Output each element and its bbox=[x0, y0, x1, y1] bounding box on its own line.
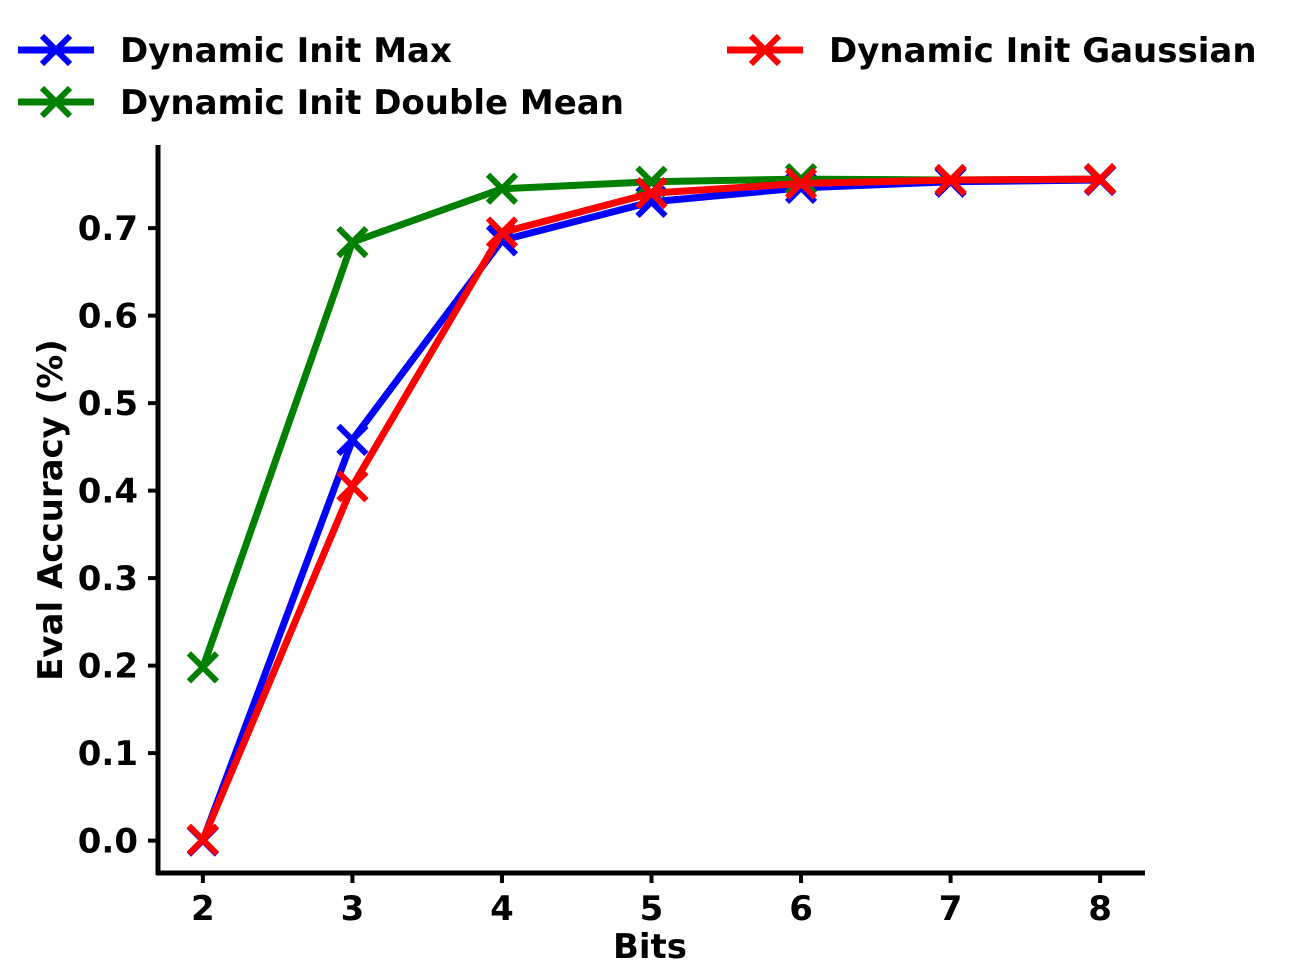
marker-stroke bbox=[336, 226, 369, 259]
data-point bbox=[934, 163, 967, 197]
marker-stroke bbox=[635, 177, 668, 210]
y-tick-label: 0.7 bbox=[78, 209, 138, 249]
marker-stroke bbox=[934, 163, 967, 197]
marker-stroke bbox=[784, 163, 818, 196]
marker-stroke bbox=[635, 165, 668, 198]
marker-stroke bbox=[186, 823, 219, 856]
legend-marker bbox=[748, 33, 782, 67]
x-tick-label: 3 bbox=[341, 889, 365, 929]
y-tick-label: 0.1 bbox=[78, 734, 138, 774]
data-point bbox=[186, 651, 219, 684]
data-point bbox=[186, 823, 219, 856]
legend-entry: Dynamic Init Double Mean bbox=[18, 83, 624, 123]
marker-stroke bbox=[336, 470, 369, 503]
legend-entry: Dynamic Init Max bbox=[18, 31, 452, 71]
data-point bbox=[485, 216, 519, 249]
marker-stroke bbox=[784, 167, 818, 200]
marker-stroke bbox=[1084, 163, 1117, 196]
series-dynamic-init-gaussian bbox=[186, 163, 1117, 856]
marker-stroke bbox=[39, 33, 73, 67]
marker-stroke bbox=[39, 85, 73, 119]
legend-label: Dynamic Init Max bbox=[120, 31, 452, 71]
series-line bbox=[199, 175, 1101, 669]
y-tick-label: 0.2 bbox=[78, 647, 138, 687]
data-point bbox=[485, 172, 519, 205]
x-tick-label: 4 bbox=[490, 889, 514, 929]
y-tick-label: 0.5 bbox=[78, 384, 138, 424]
series-dynamic-init-double-mean bbox=[186, 163, 1117, 684]
legend-marker bbox=[39, 33, 73, 67]
x-tick-label: 2 bbox=[191, 889, 215, 929]
x-tick-label: 6 bbox=[789, 889, 813, 929]
y-tick-label: 0.0 bbox=[78, 822, 138, 862]
legend-entry: Dynamic Init Gaussian bbox=[727, 31, 1257, 71]
x-tick-label: 5 bbox=[640, 889, 664, 929]
y-tick-label: 0.3 bbox=[78, 559, 138, 599]
data-point bbox=[336, 470, 369, 503]
x-tick-label: 8 bbox=[1088, 889, 1112, 929]
data-point bbox=[784, 167, 818, 200]
y-tick-label: 0.4 bbox=[78, 472, 138, 512]
series-dynamic-init-max bbox=[186, 163, 1117, 857]
data-point bbox=[1084, 163, 1117, 196]
legend-marker bbox=[39, 85, 73, 119]
marker-stroke bbox=[186, 651, 219, 684]
data-point bbox=[784, 163, 818, 196]
x-tick-label: 7 bbox=[939, 889, 963, 929]
y-axis-title: Eval Accuracy (%) bbox=[31, 339, 71, 681]
data-point bbox=[336, 226, 369, 259]
data-point bbox=[635, 177, 668, 210]
axes: 2 3 4 5 6 7 8 0.0 0.1 0.2 0.3 0.4 0.5 0.6 0.7 bbox=[78, 145, 1145, 929]
legend-label: Dynamic Init Double Mean bbox=[120, 83, 624, 123]
series-layer bbox=[186, 163, 1117, 857]
marker-stroke bbox=[336, 423, 369, 456]
marker-stroke bbox=[485, 216, 519, 249]
x-axis-title: Bits bbox=[613, 927, 687, 967]
data-point bbox=[336, 423, 369, 456]
y-tick-label: 0.6 bbox=[78, 297, 138, 337]
marker-stroke bbox=[485, 172, 519, 205]
legend-label: Dynamic Init Gaussian bbox=[829, 31, 1257, 71]
legend: Dynamic Init Max Dynamic Init Double Mean… bbox=[18, 31, 1257, 123]
marker-stroke bbox=[748, 33, 782, 67]
